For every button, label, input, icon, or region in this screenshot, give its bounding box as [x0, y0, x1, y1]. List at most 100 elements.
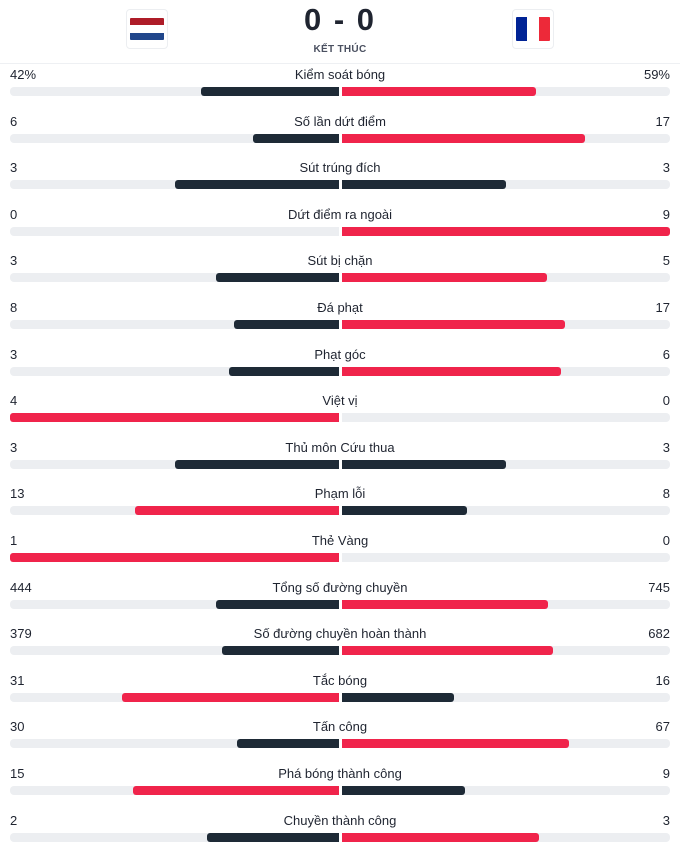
home-team-flag[interactable]: [126, 9, 168, 49]
stat-away-bar: [342, 87, 536, 96]
stat-row: 379 Số đường chuyền hoàn thành 682: [0, 626, 680, 672]
stat-row: 31 Tắc bóng 16: [0, 673, 680, 719]
stat-home-bar: [207, 832, 339, 842]
stat-label: Phạm lỗi: [314, 486, 366, 502]
away-team-flag[interactable]: [512, 9, 554, 49]
stat-label: Sút trúng đích: [299, 160, 381, 176]
stat-row: 0 Dứt điểm ra ngoài 9: [0, 207, 680, 253]
stat-away-track: [342, 320, 670, 329]
stat-home-value: 42%: [10, 67, 37, 82]
stat-home-value: 31: [10, 672, 25, 688]
stat-away-value: 9: [662, 766, 670, 781]
stat-home-value: 30: [10, 719, 25, 735]
stat-away-value: 59%: [643, 67, 670, 82]
stat-home-track: [10, 413, 339, 423]
stat-home-track: [10, 273, 339, 283]
stat-row: 3 Thủ môn Cứu thua 3: [0, 440, 680, 486]
stat-home-track: [10, 553, 339, 562]
stat-away-value: 6: [662, 346, 670, 362]
france-flag-icon: [516, 17, 550, 41]
stat-home-value: 2: [10, 812, 18, 828]
stat-label: Dứt điểm ra ngoài: [287, 206, 393, 222]
stat-home-value: 3: [10, 160, 18, 176]
stat-away-track: [342, 133, 670, 143]
stat-row: 8 Đá phạt 17: [0, 300, 680, 346]
stat-away-track: [342, 413, 670, 423]
stat-row: 3 Sút trúng đích 3: [0, 160, 680, 206]
stat-away-value: 745: [648, 579, 670, 595]
stat-away-value: 3: [662, 160, 670, 176]
stat-home-bar: [10, 553, 339, 562]
match-score: 0 - 0: [303, 2, 377, 37]
stat-home-bar: [10, 413, 339, 423]
stat-away-bar: [342, 133, 585, 143]
stat-row: 6 Số lần dứt điểm 17: [0, 114, 680, 160]
match-status: KẾT THÚC: [313, 44, 367, 55]
stat-label: Tổng số đường chuyền: [272, 579, 408, 595]
stat-home-bar: [174, 180, 339, 190]
stat-away-bar: [342, 599, 548, 609]
stat-away-bar: [342, 739, 569, 749]
stat-away-value: 682: [648, 626, 670, 642]
stat-home-value: 13: [10, 486, 25, 502]
stat-home-bar: [200, 87, 339, 96]
stat-home-bar: [233, 320, 339, 329]
stat-away-bar: [342, 692, 454, 702]
stat-away-track: [342, 786, 670, 795]
stat-away-value: 0: [662, 393, 670, 409]
stat-home-track: [10, 133, 339, 143]
stat-label: Chuyền thành công: [283, 812, 397, 828]
stat-label: Việt vị: [322, 393, 358, 409]
stat-away-track: [342, 226, 670, 236]
stat-label: Sút bị chặn: [307, 253, 373, 269]
stat-away-track: [342, 459, 670, 469]
stat-away-value: 17: [655, 300, 670, 315]
stat-home-value: 444: [10, 579, 32, 595]
stat-label: Số đường chuyền hoàn thành: [253, 626, 427, 642]
stat-home-bar: [133, 786, 339, 795]
stat-home-value: 0: [10, 206, 18, 222]
stat-away-bar: [342, 320, 566, 329]
stat-row: 444 Tổng số đường chuyền 745: [0, 580, 680, 626]
netherlands-flag-icon: [130, 18, 164, 40]
stat-row: 2 Chuyền thành công 3: [0, 813, 680, 852]
stat-home-track: [10, 832, 339, 842]
stat-away-track: [342, 553, 670, 562]
stat-away-bar: [342, 459, 506, 469]
stat-home-track: [10, 320, 339, 329]
stat-away-bar: [342, 366, 561, 376]
stat-label: Phạt góc: [314, 346, 366, 362]
stat-home-value: 6: [10, 113, 18, 129]
stat-home-bar: [221, 646, 339, 656]
stat-away-track: [342, 180, 670, 190]
stat-away-track: [342, 273, 670, 283]
stat-home-track: [10, 506, 339, 516]
stat-home-bar: [174, 459, 339, 469]
match-header: 0 - 0 KẾT THÚC: [0, 0, 680, 64]
stat-home-bar: [121, 692, 339, 702]
stat-row: 30 Tấn công 67: [0, 719, 680, 765]
stat-row: 3 Sút bị chặn 5: [0, 253, 680, 299]
stat-home-bar: [253, 133, 339, 143]
stat-home-value: 8: [10, 300, 18, 315]
stat-away-value: 67: [655, 719, 670, 735]
stat-away-track: [342, 692, 670, 702]
stat-home-value: 1: [10, 533, 18, 548]
stat-away-bar: [342, 506, 467, 516]
stat-home-track: [10, 459, 339, 469]
stat-label: Tắc bóng: [312, 672, 368, 688]
stat-label: Kiểm soát bóng: [294, 67, 386, 82]
stat-away-value: 16: [655, 672, 670, 688]
stat-row: 13 Phạm lỗi 8: [0, 486, 680, 532]
stat-away-bar: [342, 226, 670, 236]
stat-away-bar: [342, 832, 539, 842]
stat-label: Tấn công: [312, 719, 368, 735]
stat-away-track: [342, 366, 670, 376]
stat-home-track: [10, 646, 339, 656]
stat-away-value: 0: [662, 533, 670, 548]
stat-home-track: [10, 180, 339, 190]
stat-home-track: [10, 692, 339, 702]
stat-away-bar: [342, 273, 547, 283]
stat-home-bar: [216, 599, 339, 609]
stat-away-bar: [342, 180, 506, 190]
